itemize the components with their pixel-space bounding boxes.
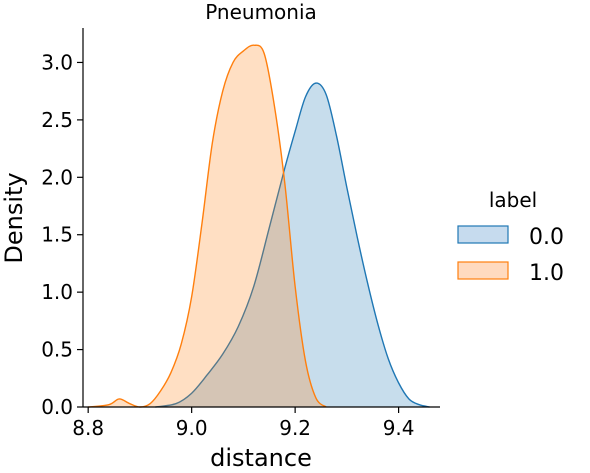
axes: [82, 28, 440, 408]
x-tick-label: 9.4: [383, 416, 415, 440]
legend-label-0: 0.0: [529, 225, 564, 250]
y-tick-label: 0.0: [41, 395, 73, 419]
y-ticks: 0.0 0.5 1.0 1.5 2.0 2.5 3.0: [41, 50, 83, 419]
legend-label-1: 1.0: [529, 261, 564, 286]
x-tick-label: 9.2: [279, 416, 311, 440]
y-tick-label: 0.5: [41, 338, 73, 362]
density-fill-0.0: [155, 83, 430, 408]
density-areas: [88, 44, 430, 408]
y-tick-label: 2.0: [41, 165, 73, 189]
y-tick-label: 3.0: [41, 50, 73, 74]
y-tick-label: 2.5: [41, 108, 73, 132]
x-tick-label: 8.8: [72, 416, 104, 440]
density-line-0.0: [155, 82, 430, 408]
y-axis-label: Density: [0, 172, 28, 263]
y-tick-label: 1.0: [41, 280, 73, 304]
y-tick-label: 1.5: [41, 223, 73, 247]
legend-title: label: [489, 188, 537, 212]
legend: label 0.0 1.0: [457, 188, 564, 286]
legend-swatch-0: [457, 225, 509, 244]
chart-title: Pneumonia: [205, 0, 317, 24]
x-tick-label: 9.0: [176, 416, 208, 440]
legend-swatch-1: [457, 261, 509, 280]
density-fill-1.0: [88, 45, 327, 408]
x-axis-label: distance: [210, 444, 312, 472]
x-ticks: 8.8 9.0 9.2 9.4: [72, 407, 415, 440]
